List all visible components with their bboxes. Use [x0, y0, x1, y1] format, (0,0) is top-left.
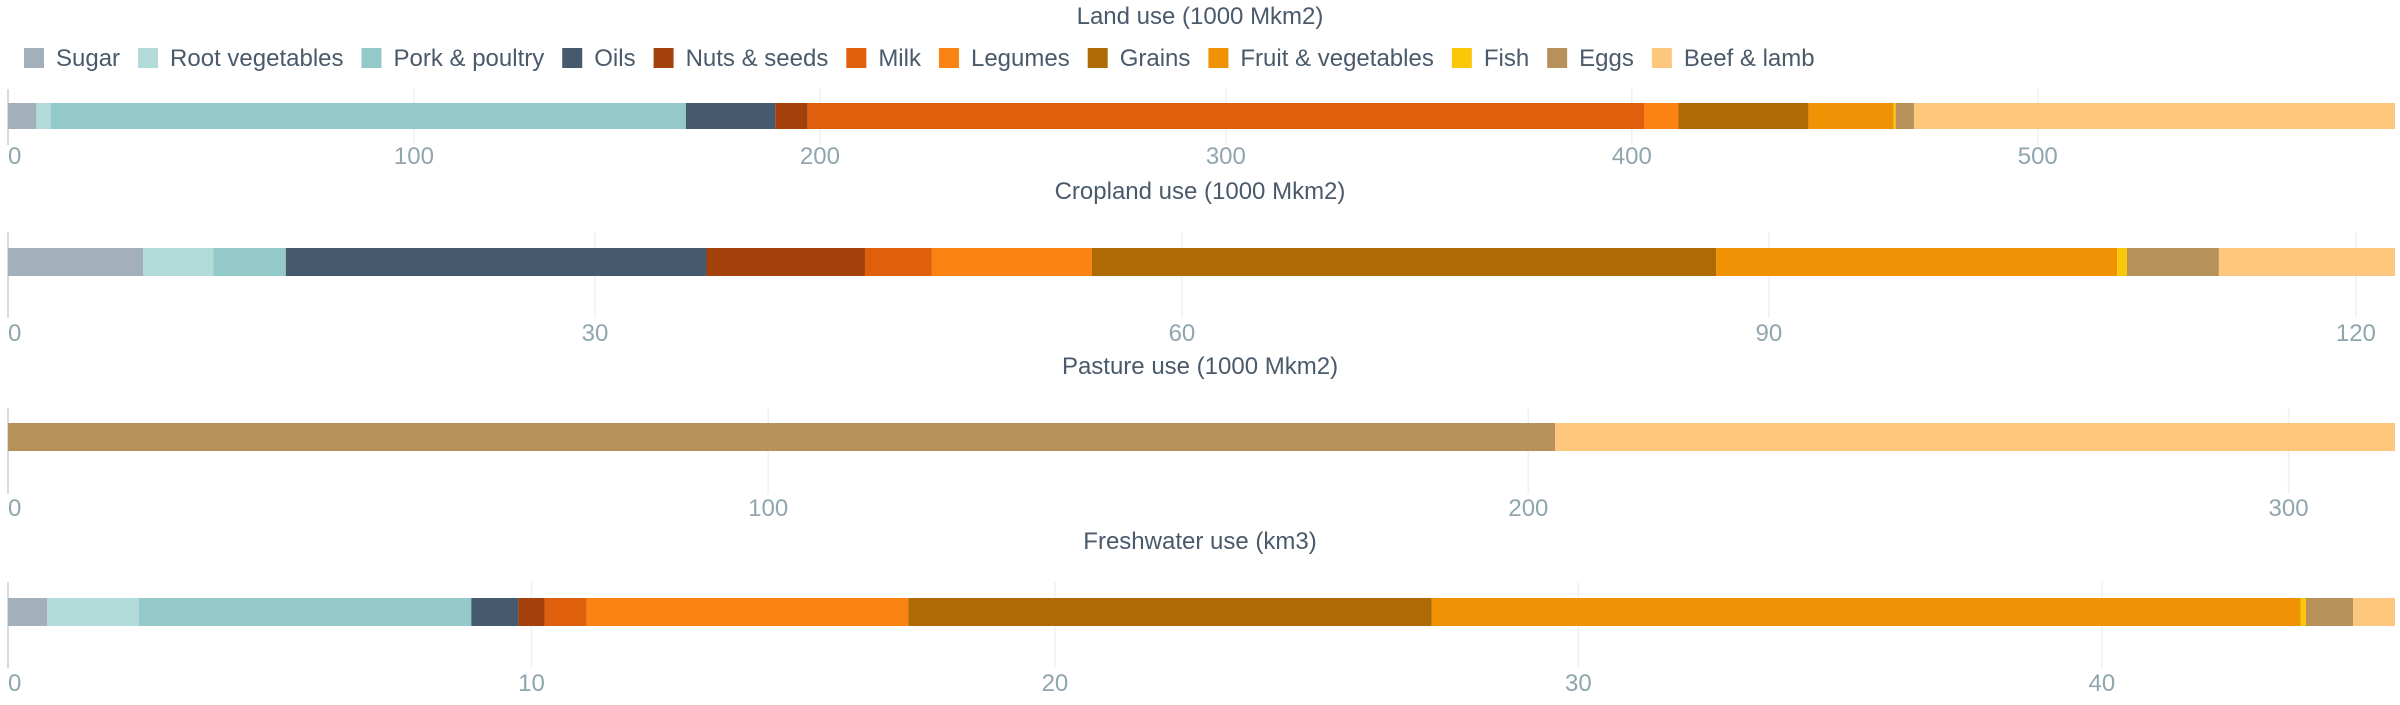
tick-label: 200	[1508, 495, 1548, 522]
bar-segment	[931, 248, 1092, 276]
legend-swatch	[1087, 48, 1108, 68]
bar-segment	[138, 598, 472, 626]
tick-label: 10	[518, 670, 545, 697]
tick-label: 200	[800, 143, 840, 170]
tick-label: 300	[2269, 495, 2309, 522]
legend-label: Pork & poultry	[394, 45, 545, 72]
bar-segment	[1913, 103, 2395, 129]
tick-label: 60	[1169, 320, 1196, 347]
legend-swatch	[562, 48, 583, 68]
bar-segment	[1893, 103, 1896, 129]
bar-segment	[1895, 103, 1914, 129]
legend-label: Sugar	[56, 45, 120, 72]
chart-title: Land use (1000 Mkm2)	[1077, 3, 1324, 30]
tick-label: 0	[8, 143, 21, 170]
tick-label: 100	[748, 495, 788, 522]
bar-segment	[544, 598, 587, 626]
legend-swatch	[1651, 48, 1672, 68]
legend-label: Beef & lamb	[1684, 45, 1815, 72]
bar-segment	[285, 248, 707, 276]
bar-segment	[471, 598, 519, 626]
bar-segment	[8, 103, 37, 129]
bar-segment	[47, 598, 139, 626]
bar-segment	[586, 598, 909, 626]
legend-swatch	[138, 48, 159, 68]
bar-segment	[864, 248, 932, 276]
legend-label: Root vegetables	[170, 45, 343, 72]
bar-segment	[2353, 598, 2395, 626]
bar-segment	[685, 103, 776, 129]
bar-segment	[1643, 103, 1679, 129]
tick-label: 30	[582, 320, 609, 347]
legend-swatch	[1208, 48, 1229, 68]
tick-label: 0	[8, 670, 21, 697]
bar-segment	[775, 103, 808, 129]
legend-swatch	[1451, 48, 1472, 68]
bar-segment	[8, 598, 48, 626]
tick-label: 100	[394, 143, 434, 170]
tick-label: 0	[8, 320, 21, 347]
bar-segment	[1431, 598, 2301, 626]
legend-swatch	[653, 48, 674, 68]
bar-segment	[213, 248, 286, 276]
chart-title: Pasture use (1000 Mkm2)	[1062, 353, 1338, 380]
bar-segment	[1678, 103, 1809, 129]
bar-segment	[1091, 248, 1717, 276]
tick-label: 120	[2336, 320, 2376, 347]
legend-label: Fish	[1484, 45, 1529, 72]
tick-label: 90	[1756, 320, 1783, 347]
legend-swatch	[1547, 48, 1568, 68]
bar-segment	[1716, 248, 2118, 276]
bar-segment	[1554, 423, 2395, 451]
legend-swatch	[24, 48, 44, 68]
bar-segment	[50, 103, 686, 129]
tick-label: 400	[1612, 143, 1652, 170]
tick-label: 0	[8, 495, 21, 522]
tick-label: 30	[1565, 670, 1592, 697]
bar-segment	[807, 103, 1644, 129]
chart-title: Freshwater use (km3)	[1083, 528, 1316, 555]
legend-label: Nuts & seeds	[686, 45, 829, 72]
bar-segment	[1808, 103, 1894, 129]
bar-segment	[706, 248, 865, 276]
legend-swatch	[938, 48, 959, 68]
tick-label: 40	[2089, 670, 2116, 697]
tick-label: 300	[1206, 143, 1246, 170]
legend-label: Eggs	[1579, 45, 1634, 72]
bar-segment	[2117, 248, 2127, 276]
legend-label: Legumes	[971, 45, 1070, 72]
chart-title: Cropland use (1000 Mkm2)	[1055, 178, 1346, 205]
bar-segment	[143, 248, 214, 276]
bar-segment	[908, 598, 1432, 626]
legend-label: Grains	[1120, 45, 1191, 72]
tick-label: 500	[2018, 143, 2058, 170]
bar-segment	[2300, 598, 2307, 626]
tick-label: 20	[1042, 670, 1069, 697]
legend-label: Fruit & vegetables	[1240, 45, 1433, 72]
bar-segment	[36, 103, 51, 129]
bar-segment	[8, 248, 144, 276]
bar-segment	[2306, 598, 2354, 626]
bar-segment	[8, 423, 1555, 451]
legend-label: Oils	[594, 45, 635, 72]
bar-segment	[2218, 248, 2395, 276]
legend-swatch	[361, 48, 382, 68]
legend-label: Milk	[878, 45, 922, 72]
bar-segment	[518, 598, 545, 626]
bar-segment	[2126, 248, 2219, 276]
legend-swatch	[846, 48, 867, 68]
